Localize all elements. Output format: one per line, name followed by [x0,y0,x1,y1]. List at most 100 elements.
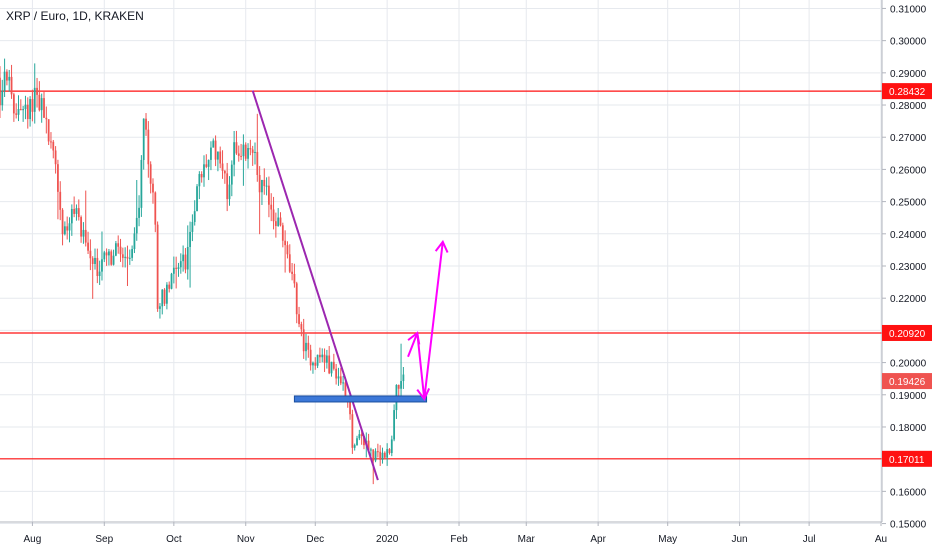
time-tick-label: Au [875,534,887,545]
candle-body [8,76,11,81]
candle-body [356,438,358,446]
candle-body [179,261,182,268]
candle-body [175,267,178,269]
candle-body [87,242,89,251]
time-tick-label: May [658,534,677,545]
candle-body [112,255,115,265]
level-layer [0,90,882,460]
candle-body [344,382,347,400]
candle-body [277,217,280,227]
candle-body [149,164,152,184]
level-price-label: 0.20920 [889,329,926,340]
candle-body [302,329,305,352]
candle-body [321,354,324,358]
candle-body [161,289,164,307]
candle-body [66,226,69,231]
candle-body [288,254,291,272]
candle-body [142,118,145,160]
candle-body [390,439,393,454]
candle-body [96,257,99,277]
candle-body [367,440,370,451]
price-tick-label: 0.29000 [890,69,927,80]
candle-body [133,233,136,249]
time-tick-label: Nov [237,534,255,545]
candle-body [298,314,300,325]
candle-body [170,273,173,289]
candle-body [244,144,247,159]
candle-body [295,283,298,315]
candle-body [61,209,64,235]
candle-body [312,362,314,366]
candle-body [372,449,375,461]
candle-body [237,153,240,156]
candle-body [50,141,52,143]
projection-arrowhead-down [416,387,431,401]
candle-body [196,186,198,212]
support-zone [293,395,428,403]
candle-body [228,184,231,200]
candle-body [121,254,124,258]
candle-body [261,179,263,193]
candle-body [353,445,356,448]
candle-body [126,256,129,259]
candle-body [33,87,36,112]
candle-body [400,381,402,389]
candle-body [152,183,154,193]
projection-arrowhead-target [434,239,449,253]
candle-body [182,254,185,262]
candle-body [189,231,191,247]
candle-body [226,173,229,200]
candle-body [26,104,29,120]
candle-body [52,141,55,151]
time-tick-label: Dec [306,534,324,545]
price-tick-label: 0.30000 [890,37,927,48]
candle-body [335,368,338,379]
candle-body [286,245,289,255]
candle-body [59,191,62,210]
candle-body [339,376,342,384]
candle-body [200,174,203,178]
candle-body [84,229,87,243]
candle-body [351,414,354,448]
candle-body [68,223,71,231]
candle-body [305,342,307,352]
candle-body [19,109,22,111]
price-tick-label: 0.24000 [890,230,927,241]
last-price-tag [882,373,932,390]
time-tick-label: Aug [24,534,42,545]
candle-body [110,251,113,265]
candle-body [75,208,78,214]
candle-body [363,436,365,446]
candle-body [47,119,50,142]
candle-body [24,104,27,110]
price-tick-label: 0.18000 [890,423,927,434]
candle-body [349,400,351,415]
candle-body [128,257,131,259]
candle-body [219,151,222,164]
candle-body [135,217,138,234]
price-tick-label: 0.22000 [890,294,927,305]
candle-body [119,246,122,255]
candle-body [216,151,219,160]
candle-body [98,271,101,277]
candle-body [80,217,83,237]
candle-body [258,174,261,193]
candle-body [45,117,48,120]
candle-body [332,361,335,369]
candle-body [381,452,384,460]
candle-body [22,109,25,111]
candle-layer [0,58,405,485]
candle-body [284,240,287,246]
candle-body [191,221,194,232]
candle-body [235,142,238,154]
candle-body [388,449,391,454]
grid-layer [0,0,882,525]
candle-body [319,354,321,358]
candle-body [82,229,85,237]
candle-body [265,185,268,187]
candle-body [70,208,73,224]
candle-body [397,384,400,389]
